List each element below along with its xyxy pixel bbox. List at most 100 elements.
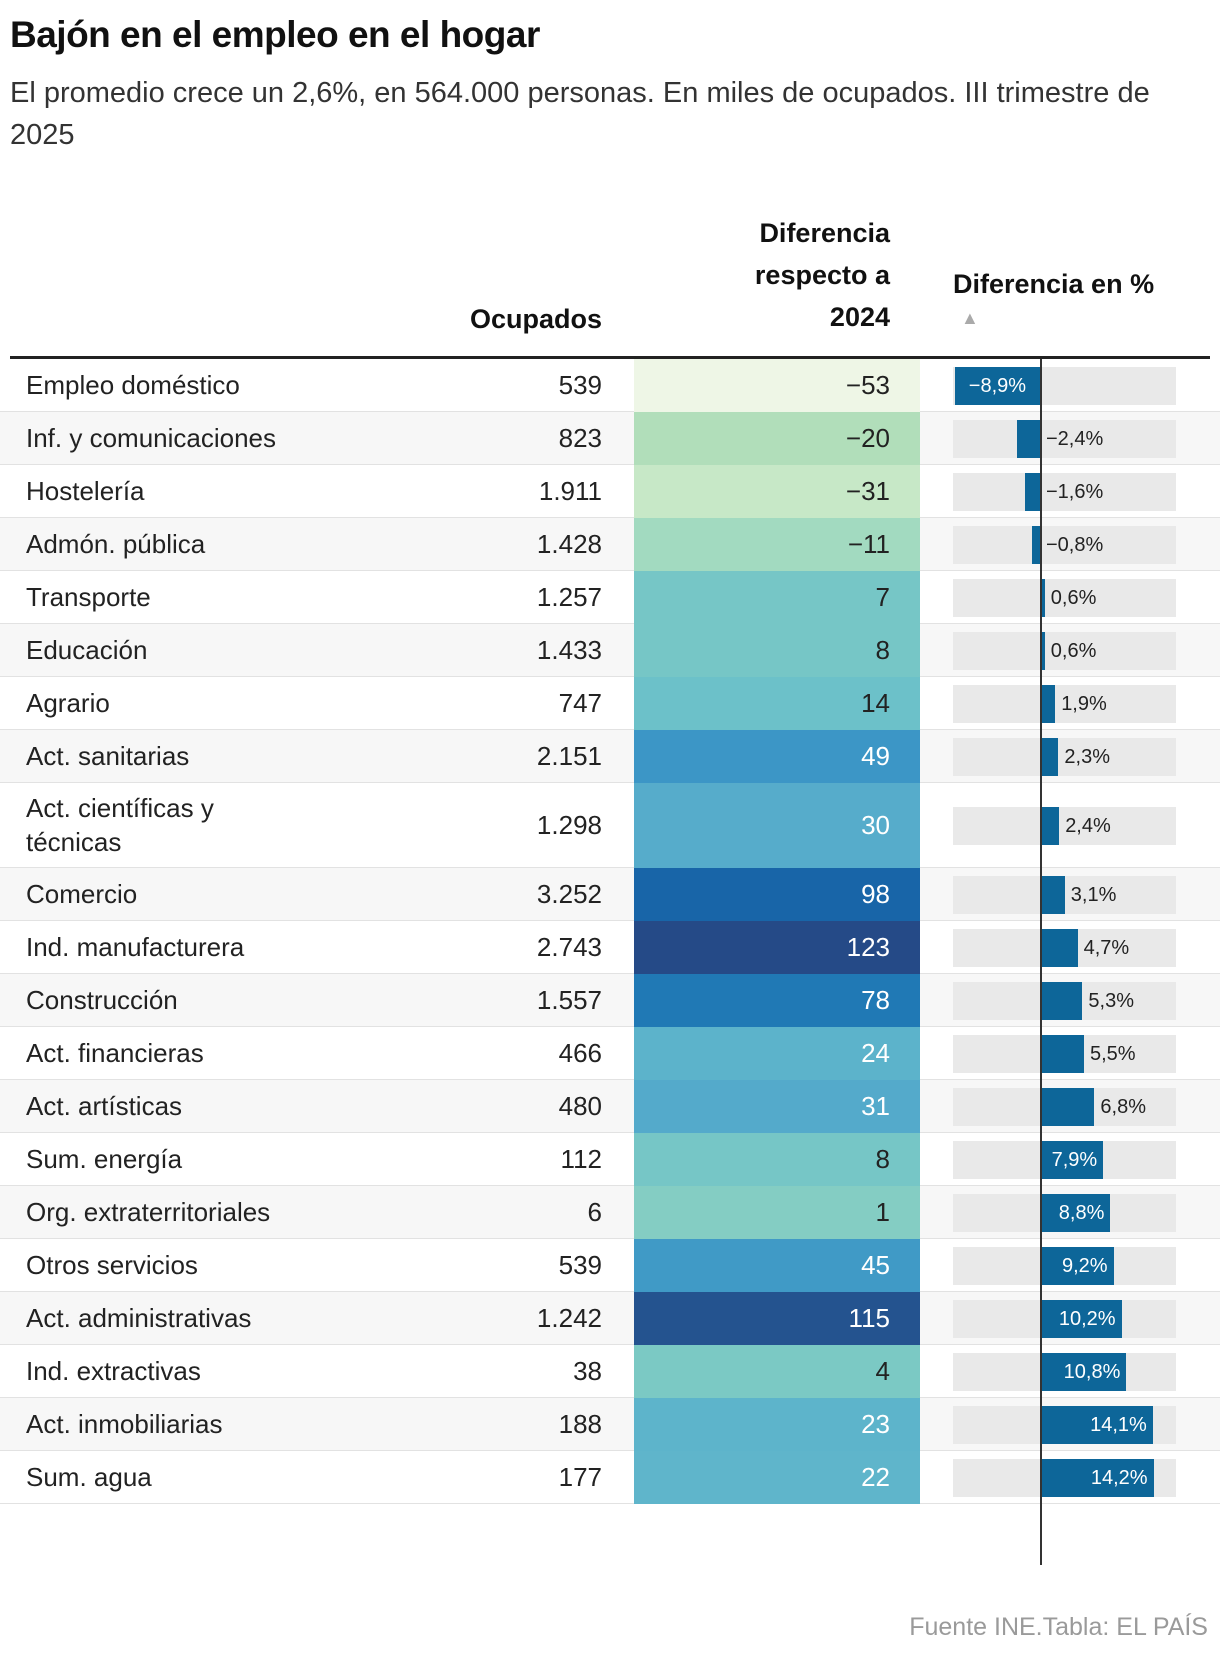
pct-bar	[1040, 632, 1045, 670]
occupied-value: 1.257	[536, 581, 602, 612]
difference-heat-cell	[634, 974, 920, 1027]
occupied-value: 1.433	[536, 634, 602, 665]
header-difference[interactable]: Diferencia respecto a 2024	[754, 218, 890, 332]
pct-bar	[1040, 876, 1065, 914]
difference-value: 31	[861, 1090, 890, 1121]
occupied-value: 6	[587, 1196, 602, 1227]
difference-heat-cell	[634, 868, 920, 921]
sector-name: Ind. extractivas	[26, 1356, 201, 1386]
difference-heat-cell	[634, 1239, 920, 1292]
pct-bar	[1040, 1088, 1095, 1126]
difference-value: 24	[861, 1037, 890, 1068]
sector-name: Empleo doméstico	[26, 370, 240, 400]
difference-value: 78	[861, 984, 890, 1015]
sector-name: Comercio	[26, 879, 138, 909]
sector-name: Org. extraterritoriales	[26, 1197, 271, 1227]
difference-heat-cell	[634, 1133, 920, 1186]
chart-title: Bajón en el empleo en el hogar	[10, 14, 540, 55]
chart-subtitle: El promedio crece un 2,6%, en 564.000 pe…	[10, 77, 1150, 151]
pct-bar-track	[953, 579, 1176, 617]
pct-bar-track	[953, 685, 1176, 723]
difference-heat-cell	[634, 1345, 920, 1398]
sector-name: Inf. y comunicaciones	[26, 423, 277, 453]
pct-label: 6,8%	[1100, 1095, 1146, 1118]
difference-heat-cell	[634, 677, 920, 730]
table-row: Inf. y comunicaciones 823 −20 −2,4%	[0, 412, 1220, 465]
pct-label: −2,4%	[1046, 427, 1104, 450]
pct-label: 14,2%	[1090, 1466, 1148, 1489]
sort-ascending-icon[interactable]: ▲	[961, 308, 979, 328]
difference-value: 45	[861, 1249, 890, 1280]
occupied-value: 38	[573, 1355, 602, 1386]
occupied-value: 466	[558, 1037, 602, 1068]
occupied-value: 747	[558, 687, 602, 718]
difference-value: 98	[861, 878, 890, 909]
header-difference-pct[interactable]: Diferencia en %	[953, 269, 1155, 299]
sector-name: Ind. manufacturera	[26, 932, 245, 962]
difference-value: −31	[845, 475, 890, 506]
table-row: Ind. extractivas 38 4 10,8%	[0, 1345, 1220, 1398]
sector-name: Sum. energía	[26, 1144, 183, 1174]
pct-bar	[1040, 1141, 1104, 1179]
source-note: Fuente INE.Tabla: EL PAÍS	[909, 1613, 1208, 1641]
difference-heat-cell	[634, 1186, 920, 1239]
difference-heat-cell	[634, 624, 920, 677]
table-row: Act. inmobiliarias 188 23 14,1%	[0, 1398, 1220, 1451]
difference-value: −53	[845, 369, 890, 400]
sector-name: Transporte	[26, 582, 151, 612]
occupied-value: 177	[558, 1461, 602, 1492]
occupied-value: 539	[558, 369, 602, 400]
pct-bar	[1040, 1194, 1111, 1232]
difference-heat-cell	[634, 412, 920, 465]
table-row: Admón. pública 1.428 −11 −0,8%	[0, 518, 1220, 571]
occupied-value: 2.151	[536, 740, 602, 771]
pct-label: 9,2%	[1062, 1254, 1108, 1277]
pct-label: 4,7%	[1083, 936, 1130, 959]
difference-heat-cell	[634, 518, 920, 571]
pct-label: −0,8%	[1046, 533, 1104, 556]
pct-bar	[1040, 1459, 1154, 1497]
pct-label: 5,3%	[1088, 989, 1134, 1012]
sector-name: Construcción	[26, 985, 178, 1015]
sector-name: Otros servicios	[26, 1250, 198, 1280]
table-row: Sum. agua 177 22 14,2%	[0, 1451, 1220, 1504]
zero-axis-line	[1040, 359, 1042, 1565]
pct-bar-track	[953, 420, 1176, 458]
difference-heat-cell	[634, 1080, 920, 1133]
table-row: Act. científicas y técnicas 1.298 30 2,4%	[0, 783, 1220, 868]
difference-heat-cell	[634, 359, 920, 412]
table-row: Construcción 1.557 78 5,3%	[0, 974, 1220, 1027]
table-row: Transporte 1.257 7 0,6%	[0, 571, 1220, 624]
difference-value: 30	[861, 809, 890, 840]
difference-value: 115	[848, 1302, 890, 1333]
pct-bar	[1040, 579, 1045, 617]
pct-bar	[1040, 982, 1083, 1020]
pct-bar	[954, 367, 1040, 405]
pct-bar	[1032, 526, 1040, 564]
pct-bar	[1040, 929, 1078, 967]
table-row: Act. artísticas 480 31 6,8%	[0, 1080, 1220, 1133]
occupied-value: 823	[558, 422, 602, 453]
difference-heat-cell	[634, 1398, 920, 1451]
sector-name: Act. administrativas	[26, 1303, 252, 1333]
table-row: Sum. energía 112 8 7,9%	[0, 1133, 1220, 1186]
header-occupied[interactable]: Ocupados	[469, 304, 602, 334]
pct-label: −8,9%	[968, 374, 1027, 397]
sector-name: Act. científicas y técnicas	[26, 793, 214, 857]
sector-name: Sum. agua	[26, 1462, 152, 1492]
difference-heat-cell	[634, 921, 920, 974]
occupied-value: 1.428	[536, 528, 602, 559]
table-row: Empleo doméstico 539 −53 −8,9%	[0, 359, 1220, 412]
occupied-value: 188	[558, 1408, 602, 1439]
difference-heat-cell	[634, 571, 920, 624]
occupied-value: 1.911	[538, 475, 602, 506]
occupied-value: 1.557	[536, 984, 602, 1015]
table-row: Comercio 3.252 98 3,1%	[0, 868, 1220, 921]
difference-value: 8	[875, 1143, 890, 1174]
pct-label: 14,1%	[1090, 1413, 1147, 1436]
pct-bar	[1040, 1300, 1122, 1338]
pct-bar-track	[953, 473, 1176, 511]
pct-label: 5,5%	[1090, 1042, 1136, 1065]
occupied-value: 539	[558, 1249, 602, 1280]
difference-value: 49	[861, 740, 890, 771]
